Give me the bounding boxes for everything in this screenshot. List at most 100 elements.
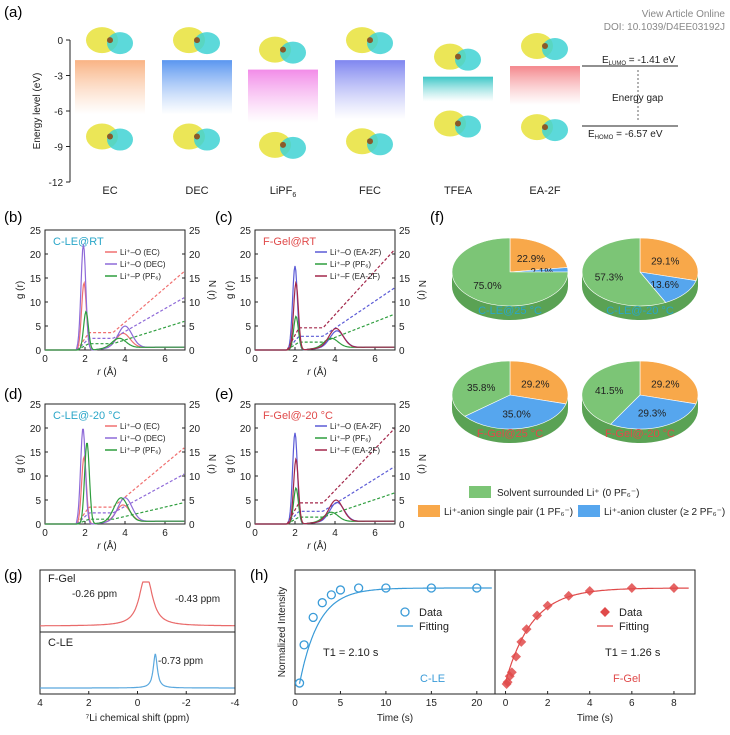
view-article-link[interactable]: View Article Online <box>642 9 726 20</box>
x-axis-label: r (Å) <box>97 539 116 552</box>
data-point <box>335 585 346 595</box>
molecule-label-tfea: TFEA <box>444 185 473 197</box>
pie-slice-label: 22.9% <box>517 254 545 265</box>
x-tick-label: 0 <box>292 698 298 709</box>
doi-text: DOI: 10.1039/D4EE03192J <box>604 22 725 33</box>
pie-slice <box>581 360 641 425</box>
panel-label-g: (g) <box>4 567 22 584</box>
orbital-lobe-icon <box>194 128 220 151</box>
plot-frame <box>44 403 186 525</box>
x-axis-unit: (Å) <box>101 365 117 378</box>
nmr-spectrum-1 <box>40 653 235 689</box>
atom-icon <box>194 37 200 44</box>
nr-line-series-1 <box>76 473 185 525</box>
t1-label: T1 = 1.26 s <box>605 647 661 659</box>
data-point <box>563 590 574 601</box>
x-tick-label: 15 <box>426 698 438 709</box>
legend-label: Solvent surrounded Li⁺ (0 PF₆⁻) <box>497 488 639 499</box>
legend-label: Li⁺–O (DEC) <box>120 260 166 269</box>
pie-slice <box>609 394 697 430</box>
data-point <box>668 583 679 593</box>
panel-name: C-LE <box>420 673 445 685</box>
peak-annotation: -0.26 ppm <box>72 589 117 600</box>
y-tick-label: 20 <box>240 424 252 435</box>
plot-title: C-LE@-20 °C <box>53 410 121 422</box>
x-tick-label: 5 <box>338 698 344 709</box>
nr-line-series-2 <box>76 502 185 525</box>
y2-tick-label: 10 <box>399 298 411 309</box>
panel-label-d: (d) <box>4 386 22 403</box>
pie-1: 29.1% 13.6% 57.3% C-LE@-20 °C <box>581 237 699 320</box>
nr-line-series-1 <box>76 297 185 351</box>
pie-title: F-Gel@-20 °C <box>605 428 675 440</box>
subscript: LUMO <box>609 61 627 67</box>
panel-label-f: (f) <box>430 209 444 226</box>
pie-slice <box>581 237 667 307</box>
data-point <box>426 583 437 593</box>
orbital-lobe-icon <box>194 32 220 55</box>
y-tick-label: 10 <box>30 298 42 309</box>
legend-label: Li⁺–P (PF₆) <box>120 272 161 281</box>
pie-slice <box>509 237 568 273</box>
value: = -1.41 eV <box>626 55 676 66</box>
peak-annotation: -0.73 ppm <box>158 656 203 667</box>
x-tick-label: 2 <box>292 528 298 539</box>
y-tick-label: 10 <box>240 472 252 483</box>
legend-swatch-blue <box>578 505 600 517</box>
x-tick-label: 4 <box>332 528 338 539</box>
y-tick-label: 20 <box>30 424 42 435</box>
plot-frame <box>494 569 696 695</box>
x-tick-label: 4 <box>122 354 128 365</box>
y2-tick-label: 15 <box>399 274 411 285</box>
x-tick-label: 2 <box>82 354 88 365</box>
orbital-lobe-icon <box>542 119 568 142</box>
legend-label: Li⁺–O (DEC) <box>120 434 166 443</box>
atom-icon <box>542 124 548 131</box>
pie-3: 29.2% 29.3% 41.5% F-Gel@-20 °C <box>581 360 699 443</box>
y-tick-label: 15 <box>240 274 252 285</box>
pie-slice <box>464 394 567 430</box>
gr-line-series-1 <box>45 428 185 525</box>
y-tick-label: -3 <box>54 72 63 83</box>
x-tick-label: 2 <box>86 698 92 709</box>
y2-axis-label: N (r) <box>416 280 427 300</box>
x-tick-label: 0 <box>135 698 141 709</box>
molecule-label-lipf: LiPF6 <box>270 185 297 199</box>
t1-label: T1 = 2.10 s <box>323 647 379 659</box>
nr-line-series-0 <box>76 271 185 351</box>
y-tick-label: 0 <box>35 520 41 531</box>
x-tick-label: 6 <box>629 698 635 709</box>
legend-label: Data <box>419 607 443 619</box>
nr-line-series-2 <box>286 249 395 351</box>
pie-side <box>452 272 568 320</box>
atom-icon <box>367 138 373 145</box>
x-tick-label: 6 <box>162 354 168 365</box>
pie-slice-label: 75.0% <box>473 281 501 292</box>
atom-icon <box>542 43 548 50</box>
pie-2: 29.2% 35.0% 35.8% F-Gel@25 °C <box>451 360 569 443</box>
legend-label: Li⁺–O (EA-2F) <box>330 422 382 431</box>
pie-slice-label: 35.8% <box>467 383 495 394</box>
y-axis-label: Energy level (eV) <box>32 73 43 150</box>
x-tick-label: 4 <box>37 698 43 709</box>
energy-bar-ec <box>75 60 145 115</box>
x-tick-label: 6 <box>372 528 378 539</box>
x-tick-label: 4 <box>122 528 128 539</box>
data-point <box>521 624 532 635</box>
legend-label: Data <box>619 607 643 619</box>
fit-curve <box>298 587 492 684</box>
panel-label-e: (e) <box>215 386 233 403</box>
peak-annotation: -0.43 ppm <box>175 594 220 605</box>
x-tick-label: 20 <box>471 698 483 709</box>
energy-bar-tfea <box>423 76 493 102</box>
atom-icon <box>455 53 461 60</box>
y-tick-label: 0 <box>245 346 251 357</box>
pie-slice <box>451 360 511 417</box>
x-tick-label: 2 <box>545 698 551 709</box>
orbital-lobe-icon <box>367 133 393 156</box>
nr-line-series-2 <box>76 320 185 351</box>
y2-tick-label: 5 <box>189 322 195 333</box>
y-axis-label: Normalized Intensity <box>277 587 288 678</box>
